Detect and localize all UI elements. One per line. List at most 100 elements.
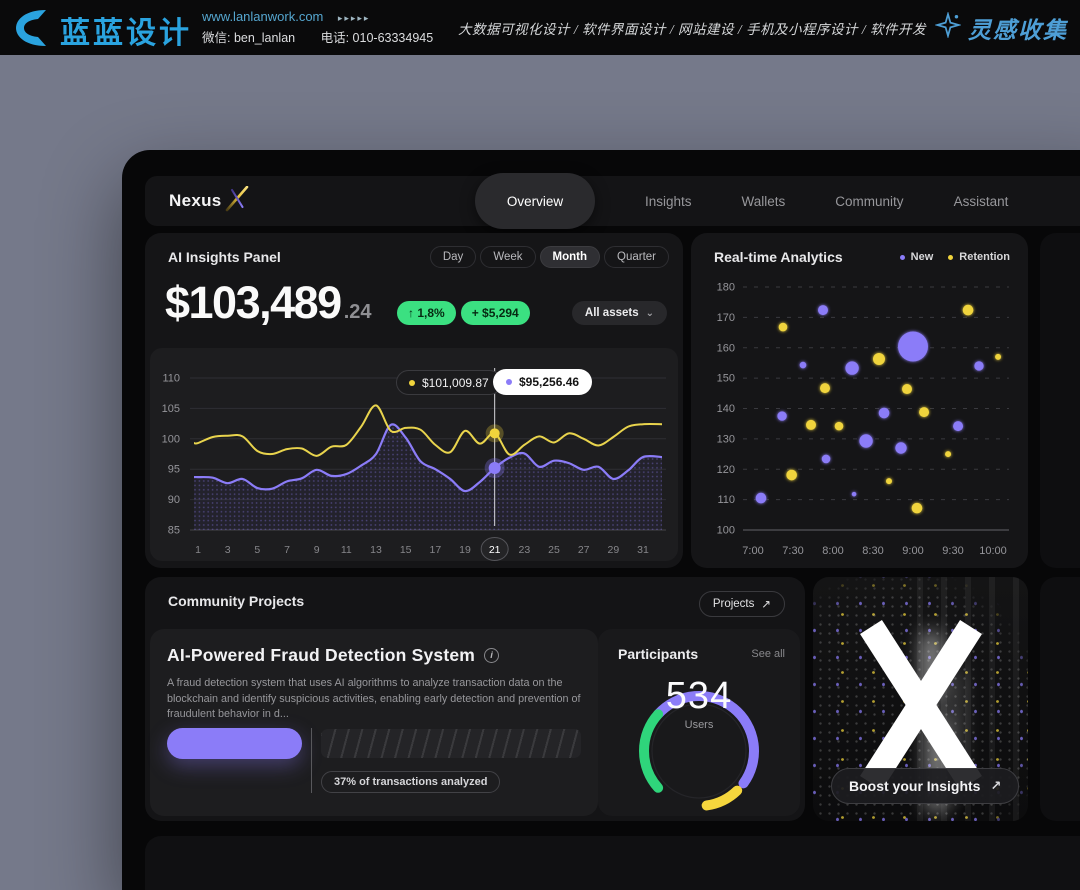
retention-dot-icon [409,379,415,386]
selected-day-ring[interactable] [480,537,509,561]
tick-label: 21 [489,544,501,556]
tooltip-retention: $101,009.87 [396,370,502,395]
scatter-bubble-retention [873,352,885,365]
progress-bar-remaining [321,729,581,758]
scatter-bubble-new [859,434,873,448]
banner-contact: www.lanlanwork.com ▸▸▸▸▸ 微信: ben_lanlan … [202,7,455,48]
see-all-link[interactable]: See all [751,648,785,660]
scatter-bubble-new [845,361,859,375]
info-icon[interactable]: i [484,648,500,663]
scatter-bubble-retention [911,502,923,514]
boost-card: Boost your Insights ↗ [813,577,1028,821]
tick-label: 1 [195,544,201,556]
scatter-bubble-new [895,442,907,454]
range-pills: Day Week Month Quarter [429,246,669,268]
change-badges: ↑ 1,8% + $5,294 [397,301,530,325]
dashboard-navbar: Nexus Overview Insights Wallets Comm [145,173,1080,229]
projects-button[interactable]: Projects ↗ [698,591,785,617]
gauge-arc [701,785,743,811]
all-assets-dropdown[interactable]: All assets ⌄ [571,301,667,325]
realtime-analytics-card: Real-time Analytics New Retention 180 170 1… [691,233,1028,568]
scatter-bubble-retention [995,353,1002,360]
tick-label: 105 [162,403,180,415]
scatter-bubble-new [974,361,984,371]
top-banner: 蓝蓝设计 www.lanlanwork.com ▸▸▸▸▸ 微信: ben_la… [0,0,1080,55]
series-new-line [193,423,663,493]
marker-retention-dot[interactable] [489,428,500,439]
tick-label: 90 [168,494,180,506]
banner-collect-label: 灵感收集 [968,17,1068,43]
gauge-arc [653,691,759,789]
legend-label: Retention [959,251,1010,263]
legend-item-retention[interactable]: Retention [948,251,1010,263]
realtime-scatter-chart: 180 170 160 150 140 130 120 110 100 7:00 7:30 8:00 8… [717,282,1009,557]
tick-label: 29 [607,544,619,556]
progress-bar-filled [167,728,302,759]
tick-label: 5 [254,544,260,556]
realtime-analytics-title: Real-time Analytics [714,249,843,265]
scatter-bubble-retention [834,421,844,431]
community-projects-card: Community Projects Projects ↗ AI-Powered… [145,577,805,821]
tick-label: 27 [578,544,590,556]
tick-label: 170 [717,312,735,324]
marker-new-dot[interactable] [488,461,501,474]
tooltip-new-value: $95,256.46 [519,375,580,389]
nexus-x-icon [224,185,250,217]
change-abs-badge: + $5,294 [460,301,530,325]
chevron-down-icon: ⌄ [645,307,654,319]
tick-label: 15 [400,544,412,556]
progress-remaining-section: 37% of transactions analyzed [311,728,581,793]
tick-label: 19 [459,544,471,556]
arrow-up-right-icon: ↗ [990,778,1002,793]
scatter-bubble-retention [962,304,974,316]
series-retention-line [193,404,663,457]
tab-insights[interactable]: Insights [645,193,692,209]
participants-count: 534 [665,675,733,717]
range-pill-quarter[interactable]: Quarter [604,246,669,268]
ai-insights-title: AI Insights Panel [168,249,281,265]
tab-assistant[interactable]: Assistant [953,193,1009,209]
banner-url-arrows: ▸▸▸▸▸ [337,13,371,23]
banner-collect[interactable]: 灵感收集 [933,0,1068,55]
tick-label: 85 [168,525,180,537]
tick-label: 9:00 [902,545,923,557]
area-dots [194,424,662,530]
scatter-bubble-retention [902,384,912,395]
scatter-bubble-new [821,454,831,464]
gauge-inner-ring [651,703,747,799]
line-chart-panel: 110 105 100 95 90 85 1 3 5 7 9 11 13 15 17 19 21 23 25 27 29… [150,348,678,561]
range-pill-week[interactable]: Week [480,246,536,268]
progress-label: 37% of transactions analyzed [321,771,501,793]
tick-label: 9 [314,544,320,556]
sparkle-star-icon [933,10,963,43]
banner-brand: 蓝蓝设计 [60,17,192,50]
all-assets-label: All assets [584,307,639,319]
tab-community[interactable]: Community [835,193,904,209]
tab-overview[interactable]: Overview [475,173,595,229]
tick-label: 8:30 [862,545,883,557]
scatter-bubble-retention [806,419,816,430]
new-dot-icon [506,379,512,385]
scatter-bubble-new [878,407,890,419]
legend-item-new[interactable]: New [899,251,933,263]
tick-label: 140 [717,403,735,415]
balance-decimal: .24 [343,301,372,323]
scatter-bubble-new [851,491,857,497]
scatter-bubble-retention [919,407,930,418]
tick-label: 7:30 [782,545,803,557]
tab-wallets[interactable]: Wallets [741,193,786,209]
banner-url[interactable]: www.lanlanwork.com [202,9,324,24]
tick-label: 110 [162,373,180,385]
banner-wechat: 微信: ben_lanlan [202,31,296,45]
tick-label: 17 [429,544,441,556]
tick-label: 7 [284,544,290,556]
legend-dot-icon [948,254,954,260]
range-pill-day[interactable]: Day [429,246,477,268]
boost-insights-button[interactable]: Boost your Insights ↗ [831,768,1020,804]
tick-label: 31 [637,544,649,556]
participants-gauge [639,691,759,811]
arrow-up-right-icon: ↗ [761,599,771,611]
lanlan-logo-icon [12,7,54,54]
range-pill-month[interactable]: Month [539,246,600,268]
tick-label: 100 [162,433,180,445]
